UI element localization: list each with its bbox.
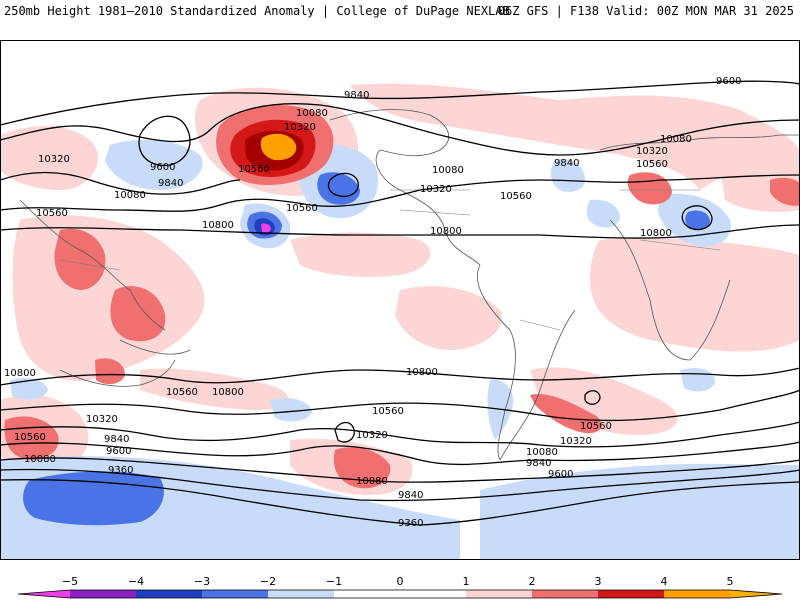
contour-label: 10080 [526, 447, 558, 458]
colorbar-tick: −5 [62, 575, 78, 588]
contour-label: 9840 [526, 458, 551, 469]
colorbar-segments [17, 589, 783, 599]
colorbar-tick: −2 [260, 575, 276, 588]
contour-label: 10080 [356, 476, 388, 487]
contour-label: 10800 [430, 226, 462, 237]
contour-label: 10080 [114, 190, 146, 201]
contour-label: 10560 [36, 208, 68, 219]
contour-label: 10320 [560, 436, 592, 447]
colorbar-segment [730, 590, 782, 598]
contour-label: 10560 [166, 387, 198, 398]
contour-label: 10800 [4, 368, 36, 379]
colorbar-outline [17, 589, 783, 599]
contour-label: 9600 [716, 76, 741, 87]
contour-label: 10080 [432, 165, 464, 176]
contour-label: 10560 [286, 203, 318, 214]
contour-label: 9840 [104, 434, 129, 445]
colorbar-tick: −4 [128, 575, 144, 588]
contour-label: 10320 [636, 146, 668, 157]
colorbar-segment [400, 590, 466, 598]
contour-label: 9600 [548, 469, 573, 480]
colorbar-tick: 4 [661, 575, 668, 588]
contour-label: 10560 [500, 191, 532, 202]
contour-label: 10800 [406, 367, 438, 378]
colorbar-segment [598, 590, 664, 598]
contour-label: 10320 [420, 184, 452, 195]
contour-label: 9840 [398, 490, 423, 501]
colorbar-tick: 5 [727, 575, 734, 588]
country-borders [59, 189, 721, 331]
contour-label: 10560 [14, 432, 46, 443]
contour-label: 10320 [38, 154, 70, 165]
colorbar-segment [268, 590, 334, 598]
contour-label: 10080 [296, 108, 328, 119]
colorbar-tick: −1 [326, 575, 342, 588]
contour-label: 10560 [238, 164, 270, 175]
contour-label: 10560 [580, 421, 612, 432]
contour-label: 10800 [212, 387, 244, 398]
colorbar-tick: 2 [529, 575, 536, 588]
positive-anomaly-strong [230, 119, 316, 177]
colorbar-tick: 1 [463, 575, 470, 588]
colorbar-tick: 0 [397, 575, 404, 588]
colorbar-segment [70, 590, 136, 598]
model-run-info: 06Z GFS | F138 Valid: 00Z MON MAR 31 202… [497, 4, 794, 18]
contour-label: 9840 [158, 178, 183, 189]
colorbar-segment [334, 590, 400, 598]
map-title: 250mb Height 1981–2010 Standardized Anom… [4, 4, 510, 18]
colorbar-segment [532, 590, 598, 598]
coastlines [19, 109, 800, 461]
contour-label: 9360 [108, 465, 133, 476]
contour-label: 10320 [284, 122, 316, 133]
contour-label: 10800 [640, 228, 672, 239]
contour-label: 9360 [398, 518, 423, 529]
contour-label: 10560 [372, 406, 404, 417]
colorbar-tick: 3 [595, 575, 602, 588]
colorbar-segment [466, 590, 532, 598]
contour-label: 9600 [106, 446, 131, 457]
contour-label: 9600 [150, 162, 175, 173]
contour-labels: 9840 9600 10080 10320 10320 9600 9840 10… [4, 76, 741, 529]
colorbar: −5 −4 −3 −2 −1 0 1 2 3 4 5 [17, 575, 783, 599]
contour-label: 10800 [202, 220, 234, 231]
anomaly-map: 9840 9600 10080 10320 10320 9600 9840 10… [0, 40, 800, 560]
contour-label: 9840 [344, 90, 369, 101]
colorbar-tick: −3 [194, 575, 210, 588]
contour-label: 10080 [24, 454, 56, 465]
contour-label: 10080 [660, 134, 692, 145]
contour-label: 10320 [356, 430, 388, 441]
height-contours [0, 80, 800, 526]
contour-label: 9840 [554, 158, 579, 169]
colorbar-segment [18, 590, 70, 598]
colorbar-segment [202, 590, 268, 598]
colorbar-segment [664, 590, 730, 598]
contour-label: 10320 [86, 414, 118, 425]
colorbar-segment [136, 590, 202, 598]
contour-label: 10560 [636, 159, 668, 170]
colorbar-ticks: −5 −4 −3 −2 −1 0 1 2 3 4 5 [62, 575, 734, 588]
